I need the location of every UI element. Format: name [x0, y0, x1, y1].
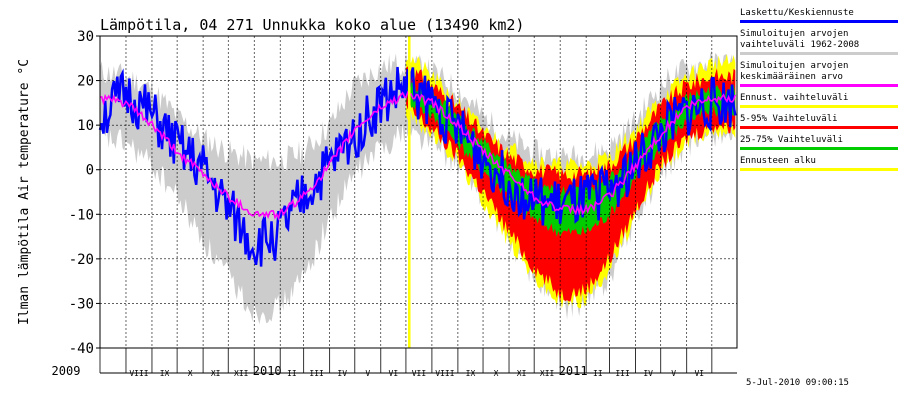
legend-swatch: [740, 168, 898, 171]
x-month-label: IV: [643, 369, 653, 378]
legend-item: Ennust. vaihteluväli: [740, 93, 898, 108]
x-month-label: II: [287, 369, 297, 378]
x-month-label: XI: [517, 369, 527, 378]
mean-line: [99, 90, 737, 221]
legend-swatch: [740, 20, 898, 23]
x-month-label: V: [365, 369, 370, 378]
legend: Laskettu/Keskiennuste Simuloitujen arvoje…: [740, 8, 898, 177]
y-tick-label: 10: [77, 118, 94, 134]
x-month-label: IX: [160, 369, 170, 378]
x-month-label: VIII: [435, 369, 454, 378]
x-month-label: 2011: [559, 364, 588, 378]
legend-label: Laskettu/Keskiennuste: [740, 8, 854, 18]
y-tick-label: 30: [77, 29, 94, 45]
x-month-label: IX: [466, 369, 476, 378]
legend-swatch: [740, 52, 898, 55]
x-month-label: 2010: [253, 364, 282, 378]
x-month-label: VII: [412, 369, 427, 378]
legend-item: 5-95% Vaihteluväli: [740, 114, 898, 129]
observed-forecast-line: [98, 66, 737, 267]
chart-title: Lämpötila, 04 271 Unnukka koko alue (134…: [100, 16, 524, 34]
x-month-label: X: [494, 369, 499, 378]
legend-item: 25-75% Vaihteluväli: [740, 135, 898, 150]
legend-item: Laskettu/Keskiennuste: [740, 8, 898, 23]
x-month-label: II: [593, 369, 603, 378]
x-month-label: III: [615, 369, 630, 378]
legend-item: Simuloitujen arvojen keskimääräinen arvo: [740, 61, 898, 87]
y-tick-label: -20: [69, 252, 94, 268]
legend-label: Simuloitujen arvojen vaihteluväli 1962-2…: [740, 29, 860, 50]
x-month-label: VI: [389, 369, 399, 378]
range-25-75-band: [405, 75, 736, 237]
plot-frame: [99, 35, 738, 349]
x-month-label: IV: [337, 369, 347, 378]
legend-item: Simuloitujen arvojen vaihteluväli 1962-2…: [740, 29, 898, 55]
x-month-label: III: [309, 369, 324, 378]
x-month-label: VIII: [129, 369, 148, 378]
x-month-label: XI: [211, 369, 221, 378]
legend-label: Simuloitujen arvojen keskimääräinen arvo: [740, 61, 849, 82]
x-month-label: X: [188, 369, 193, 378]
y-tick-label: 0: [86, 163, 94, 179]
legend-swatch: [740, 84, 898, 87]
legend-label: 25-75% Vaihteluväli: [740, 135, 843, 145]
y-tick-label: 20: [77, 74, 94, 90]
x-month-label: XII: [540, 369, 555, 378]
y-tick-label: -10: [69, 207, 94, 223]
legend-swatch: [740, 126, 898, 129]
x-month-label: VI: [694, 369, 704, 378]
y-tick-label: -30: [69, 296, 94, 312]
legend-swatch: [740, 105, 898, 108]
y-tick-label: -40: [69, 341, 94, 357]
x-start-year-label: 2009: [52, 364, 81, 378]
legend-label: Ennusteen alku: [740, 156, 816, 166]
legend-label: 5-95% Vaihteluväli: [740, 114, 838, 124]
legend-item: Ennusteen alku: [740, 156, 898, 171]
legend-label: Ennust. vaihteluväli: [740, 93, 849, 103]
x-month-label: V: [671, 369, 676, 378]
timestamp: 5-Jul-2010 09:00:15: [746, 378, 849, 388]
legend-swatch: [740, 147, 898, 150]
y-axis-label: Ilman lämpötila Air temperature °C: [17, 59, 32, 325]
x-month-label: XII: [234, 369, 249, 378]
